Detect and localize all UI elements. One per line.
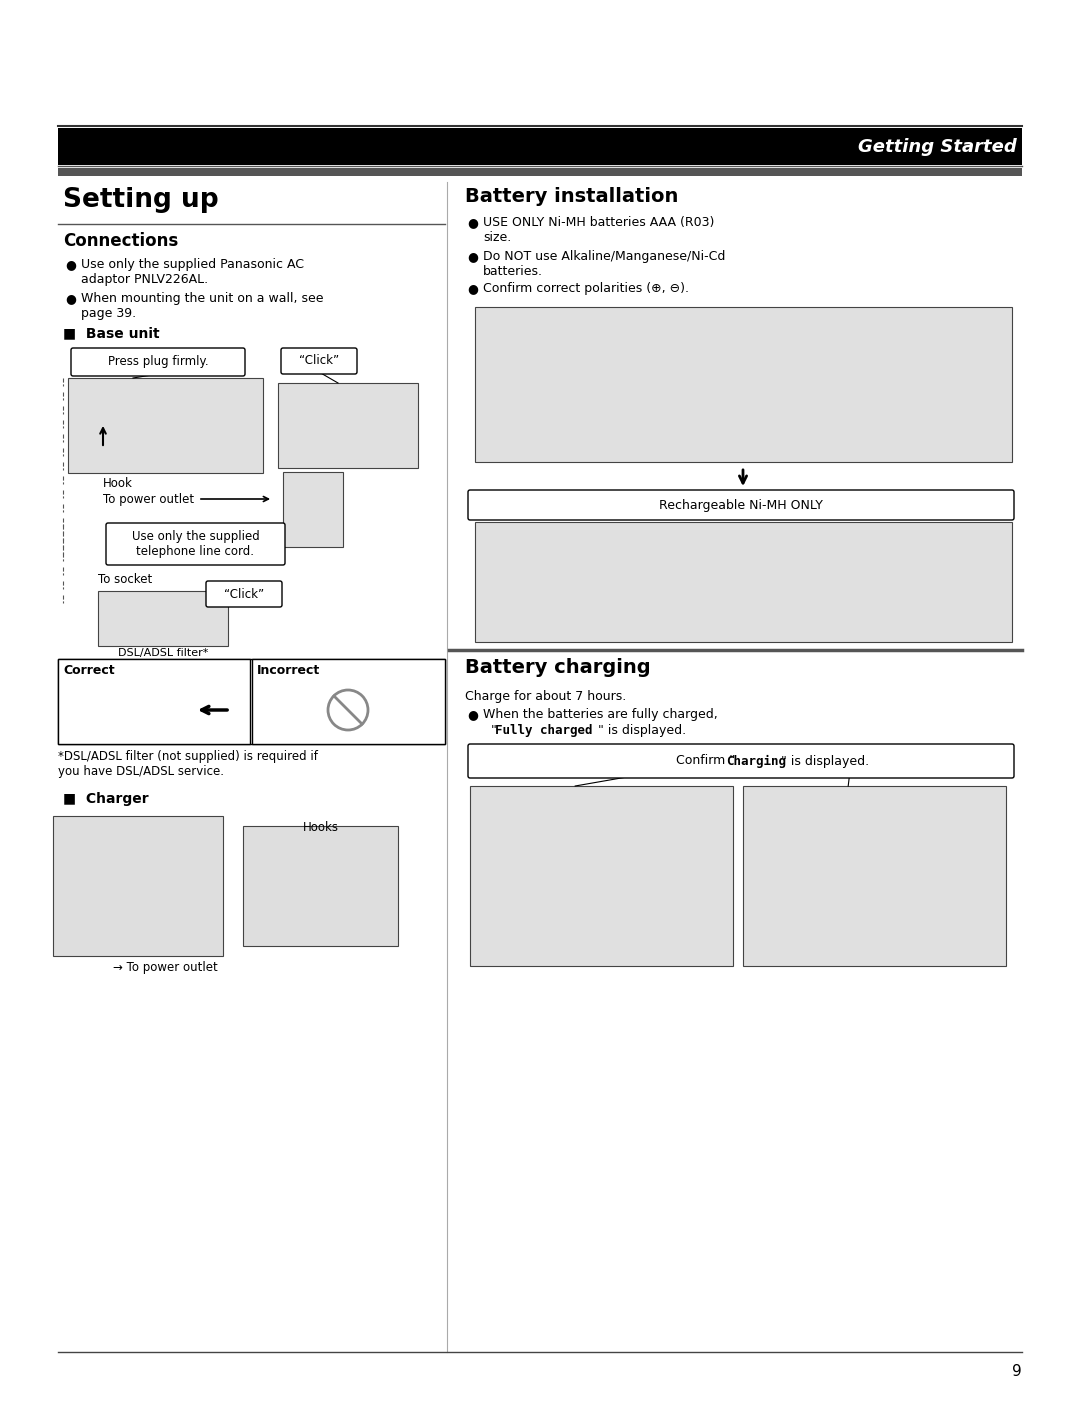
- Text: Setting up: Setting up: [63, 187, 218, 213]
- Text: ■  Base unit: ■ Base unit: [63, 326, 160, 340]
- Bar: [257, 681, 440, 739]
- Bar: [243, 826, 399, 946]
- Text: Hook: Hook: [103, 477, 133, 490]
- Bar: [470, 786, 733, 966]
- Bar: [252, 658, 445, 744]
- Text: Confirm ": Confirm ": [676, 754, 735, 768]
- Text: Hooks: Hooks: [303, 821, 339, 834]
- Text: ■  Charger: ■ Charger: [63, 792, 149, 806]
- Text: Press plug firmly.: Press plug firmly.: [108, 355, 208, 368]
- Text: ●: ●: [65, 292, 76, 305]
- Text: Charge for about 7 hours.: Charge for about 7 hours.: [465, 689, 626, 703]
- Bar: [68, 378, 264, 473]
- Text: Battery installation: Battery installation: [465, 187, 678, 206]
- Text: ": ": [483, 724, 497, 737]
- Bar: [58, 128, 1022, 166]
- Text: ●: ●: [467, 282, 477, 295]
- Text: Connections: Connections: [63, 232, 178, 250]
- Text: Do NOT use Alkaline/Manganese/Ni-Cd
batteries.: Do NOT use Alkaline/Manganese/Ni-Cd batt…: [483, 250, 726, 278]
- Text: Correct: Correct: [63, 664, 114, 677]
- Text: " is displayed.: " is displayed.: [781, 754, 869, 768]
- Text: To socket: To socket: [98, 573, 152, 585]
- Bar: [475, 522, 1012, 642]
- Text: → To power outlet: → To power outlet: [113, 960, 218, 974]
- Text: “Click”: “Click”: [299, 354, 339, 368]
- Text: ●: ●: [65, 258, 76, 271]
- Text: ●: ●: [467, 216, 477, 229]
- Bar: [283, 472, 343, 548]
- Text: Confirm correct polarities (⊕, ⊖).: Confirm correct polarities (⊕, ⊖).: [483, 282, 689, 295]
- FancyBboxPatch shape: [468, 744, 1014, 778]
- Bar: [743, 786, 1005, 966]
- Text: When the batteries are fully charged,: When the batteries are fully charged,: [483, 708, 718, 722]
- Text: Rechargeable Ni-MH ONLY: Rechargeable Ni-MH ONLY: [659, 498, 823, 511]
- Text: Use only the supplied Panasonic AC
adaptor PNLV226AL.: Use only the supplied Panasonic AC adapt…: [81, 258, 303, 286]
- Text: Getting Started: Getting Started: [859, 138, 1017, 156]
- Text: DSL/ADSL filter*: DSL/ADSL filter*: [118, 649, 208, 658]
- FancyBboxPatch shape: [281, 348, 357, 373]
- FancyBboxPatch shape: [106, 524, 285, 564]
- Text: Use only the supplied
telephone line cord.: Use only the supplied telephone line cor…: [132, 529, 259, 557]
- Text: Incorrect: Incorrect: [257, 664, 321, 677]
- Text: Charging: Charging: [726, 754, 786, 768]
- Bar: [58, 658, 445, 744]
- Bar: [475, 307, 1012, 462]
- Bar: [53, 816, 222, 956]
- Bar: [278, 383, 418, 468]
- Text: ●: ●: [467, 708, 477, 722]
- Text: *DSL/ADSL filter (not supplied) is required if
you have DSL/ADSL service.: *DSL/ADSL filter (not supplied) is requi…: [58, 750, 318, 778]
- Bar: [98, 591, 228, 646]
- Text: " is displayed.: " is displayed.: [598, 724, 686, 737]
- FancyBboxPatch shape: [468, 490, 1014, 519]
- Text: 9: 9: [1012, 1365, 1022, 1379]
- Text: To power outlet: To power outlet: [103, 493, 194, 505]
- Text: Fully charged: Fully charged: [495, 724, 593, 737]
- Text: “Click”: “Click”: [224, 587, 265, 601]
- Text: ●: ●: [467, 250, 477, 263]
- Bar: [58, 658, 249, 744]
- FancyBboxPatch shape: [206, 581, 282, 607]
- Text: When mounting the unit on a wall, see
page 39.: When mounting the unit on a wall, see pa…: [81, 292, 324, 320]
- Bar: [58, 168, 1022, 176]
- Bar: [63, 681, 245, 739]
- Text: Battery charging: Battery charging: [465, 658, 650, 677]
- Text: USE ONLY Ni-MH batteries AAA (R03)
size.: USE ONLY Ni-MH batteries AAA (R03) size.: [483, 216, 714, 244]
- FancyBboxPatch shape: [71, 348, 245, 376]
